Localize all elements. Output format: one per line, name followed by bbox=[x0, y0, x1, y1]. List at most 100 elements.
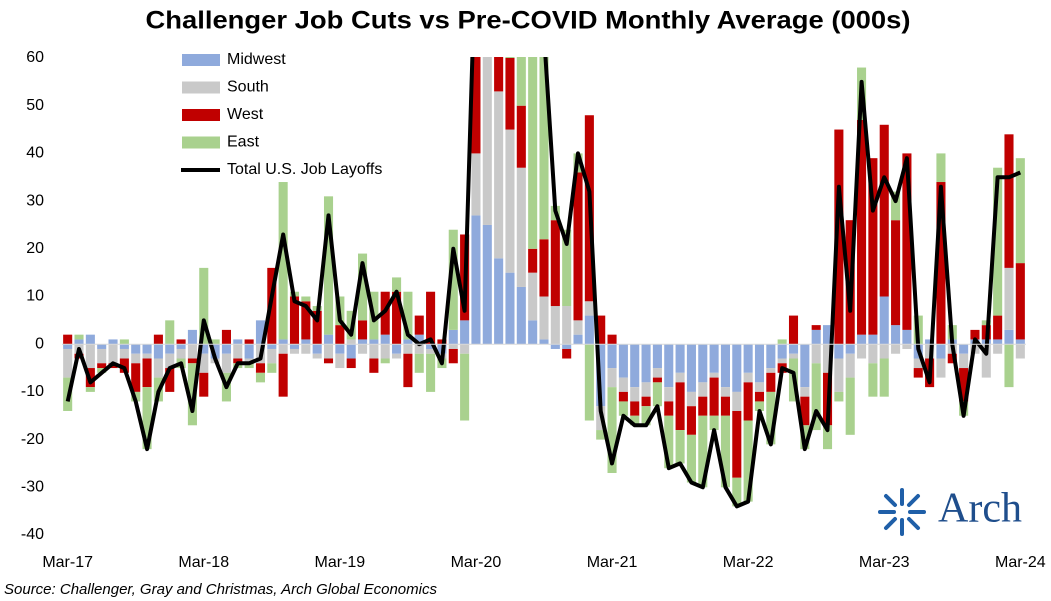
bar bbox=[176, 348, 186, 359]
bar bbox=[289, 296, 300, 345]
bar bbox=[244, 358, 254, 364]
bar bbox=[255, 372, 266, 383]
bar bbox=[119, 344, 129, 349]
bar bbox=[584, 315, 594, 345]
bar bbox=[686, 344, 696, 392]
y-tick-label: -40 bbox=[21, 526, 44, 543]
bar bbox=[85, 387, 95, 392]
bar bbox=[868, 334, 878, 345]
bar bbox=[380, 334, 390, 345]
y-tick-label: 10 bbox=[26, 288, 44, 305]
bar bbox=[709, 372, 719, 378]
bar bbox=[902, 344, 912, 349]
bar bbox=[437, 339, 447, 345]
bar bbox=[777, 358, 787, 364]
bar bbox=[289, 344, 300, 349]
bar bbox=[845, 353, 855, 378]
bar bbox=[369, 344, 379, 359]
bar bbox=[392, 344, 402, 354]
bar bbox=[822, 325, 833, 345]
x-tick-label: Mar-20 bbox=[451, 554, 502, 571]
bar bbox=[505, 272, 515, 345]
x-tick-label: Mar-24 bbox=[995, 554, 1046, 571]
bar bbox=[392, 291, 402, 345]
bar bbox=[1015, 339, 1025, 345]
bar bbox=[664, 401, 674, 416]
bar bbox=[811, 329, 821, 345]
bar bbox=[312, 310, 322, 345]
bar bbox=[131, 344, 141, 354]
bar bbox=[936, 358, 946, 378]
bar bbox=[539, 239, 549, 297]
bar bbox=[358, 320, 368, 340]
bar bbox=[358, 344, 368, 354]
bar bbox=[720, 415, 730, 488]
bar bbox=[323, 334, 334, 345]
bar bbox=[686, 406, 696, 435]
bar bbox=[630, 387, 640, 402]
bar bbox=[630, 415, 640, 426]
x-tick-label: Mar-18 bbox=[178, 554, 229, 571]
bar bbox=[414, 334, 424, 345]
bar bbox=[664, 387, 674, 402]
bar bbox=[766, 372, 776, 392]
bar bbox=[460, 320, 470, 345]
bar bbox=[369, 339, 379, 345]
legend-swatch bbox=[182, 81, 220, 94]
bar bbox=[822, 344, 833, 373]
bar bbox=[539, 339, 549, 345]
bar bbox=[323, 196, 334, 335]
bar bbox=[165, 353, 175, 369]
bar bbox=[573, 172, 583, 321]
bar bbox=[119, 358, 129, 373]
x-tick-label: Mar-17 bbox=[42, 554, 93, 571]
bar bbox=[165, 344, 175, 354]
bar bbox=[562, 344, 572, 349]
bar bbox=[312, 344, 322, 354]
bar bbox=[834, 344, 844, 359]
bar bbox=[414, 344, 424, 354]
bar bbox=[187, 344, 197, 359]
bar bbox=[743, 372, 753, 383]
bar bbox=[834, 391, 844, 402]
bar bbox=[426, 353, 436, 392]
x-tick-label: Mar-19 bbox=[315, 554, 366, 571]
bar bbox=[221, 344, 231, 354]
bar bbox=[766, 391, 776, 445]
bar bbox=[301, 339, 311, 345]
bar bbox=[278, 353, 288, 397]
bar bbox=[732, 391, 742, 411]
bar bbox=[289, 348, 300, 354]
bar bbox=[380, 358, 390, 364]
bar bbox=[698, 382, 708, 397]
bar bbox=[993, 344, 1003, 354]
bar bbox=[165, 320, 175, 345]
bar bbox=[221, 353, 231, 373]
bar bbox=[187, 363, 197, 426]
bar bbox=[516, 105, 526, 168]
bar bbox=[766, 368, 776, 373]
bar bbox=[913, 368, 923, 378]
bar bbox=[392, 277, 402, 292]
bar bbox=[641, 396, 651, 407]
bar bbox=[267, 363, 277, 373]
x-tick-label: Mar-22 bbox=[723, 554, 774, 571]
bar bbox=[301, 301, 311, 340]
y-tick-label: 40 bbox=[26, 145, 44, 162]
bar bbox=[720, 396, 730, 416]
logo-text: Arch bbox=[938, 486, 1022, 532]
bar bbox=[199, 372, 209, 397]
bar bbox=[516, 286, 526, 345]
bar bbox=[834, 129, 844, 345]
bar bbox=[607, 334, 617, 345]
bar bbox=[584, 301, 594, 316]
bar bbox=[142, 358, 152, 388]
bar bbox=[811, 325, 821, 330]
bar bbox=[210, 339, 220, 345]
bar bbox=[482, 224, 492, 345]
bar bbox=[494, 91, 504, 259]
bar bbox=[153, 334, 163, 345]
legend-swatch bbox=[182, 54, 220, 66]
bar bbox=[618, 344, 628, 378]
bar bbox=[573, 320, 583, 335]
